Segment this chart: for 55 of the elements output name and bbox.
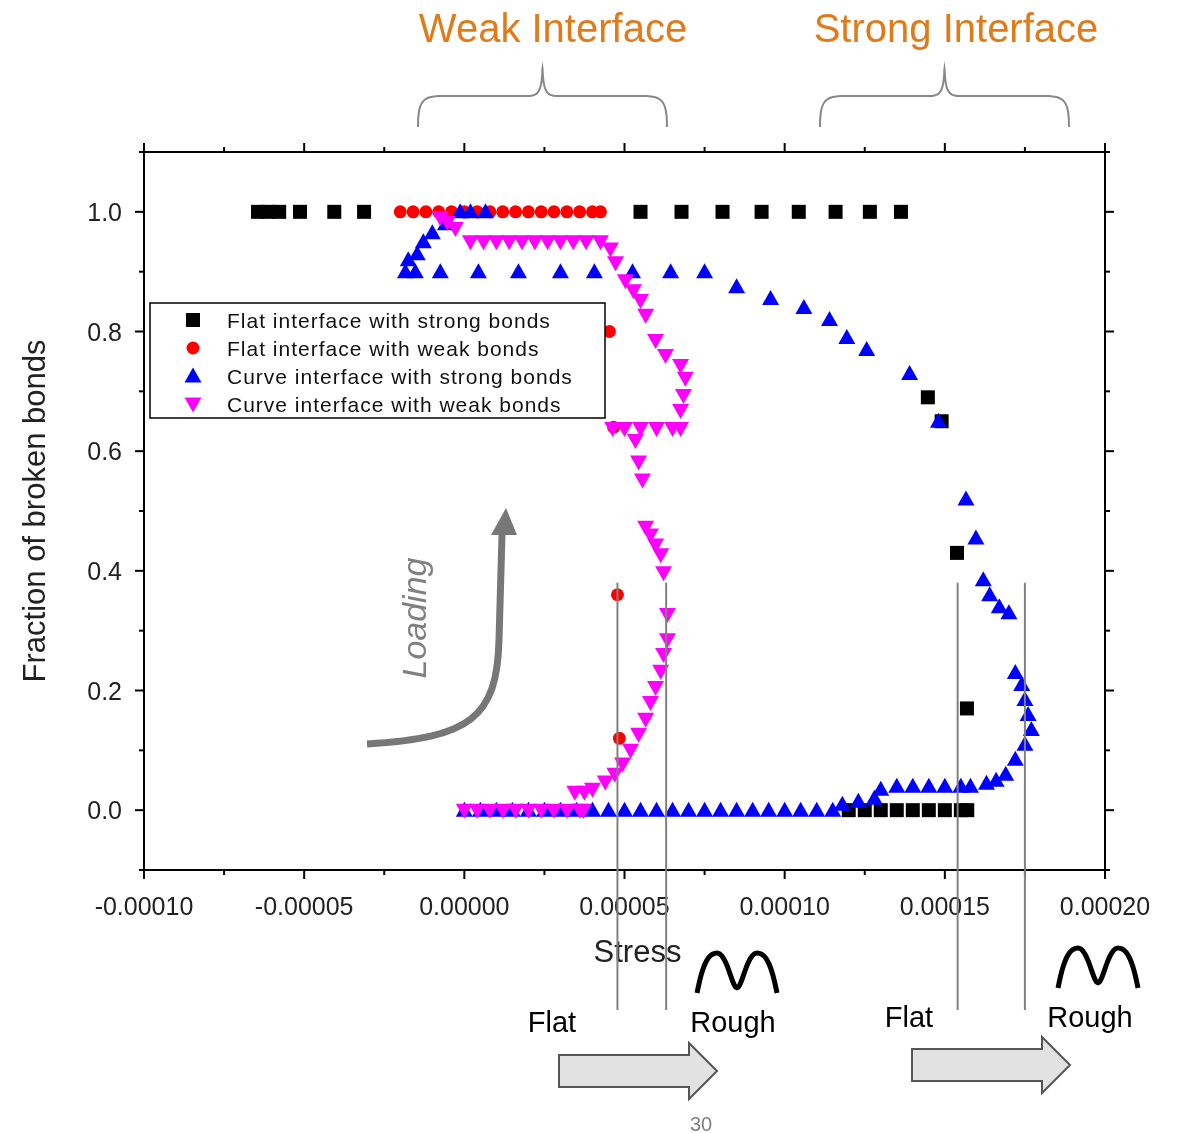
point	[921, 803, 936, 818]
text: Flat	[884, 1001, 934, 1033]
point	[937, 803, 952, 818]
point	[674, 204, 689, 219]
point	[754, 204, 769, 219]
text: 30	[689, 1113, 713, 1133]
text: Flat	[527, 1006, 577, 1038]
point	[327, 204, 342, 219]
point	[357, 204, 372, 219]
point	[862, 204, 877, 219]
legend-label: Curve interface with weak bonds	[227, 393, 562, 416]
point	[893, 204, 908, 219]
y-tick-label: 0.8	[87, 317, 122, 346]
point	[889, 803, 904, 818]
y-tick-label: 1.0	[87, 197, 122, 226]
point	[920, 390, 935, 405]
x-tick-label: -0.00005	[254, 892, 354, 920]
point	[272, 204, 287, 219]
x-tick-label: -0.00010	[94, 892, 194, 920]
point	[496, 205, 510, 219]
point	[873, 803, 888, 818]
text: Strong Interface	[813, 6, 1099, 50]
point	[573, 205, 587, 219]
point	[828, 204, 843, 219]
x-tick-label: 0.00000	[419, 892, 510, 920]
legend-label: Flat interface with weak bonds	[227, 337, 540, 360]
point	[547, 205, 561, 219]
y-tick-label: 0.2	[87, 676, 122, 705]
text: Rough	[1047, 1001, 1133, 1033]
text: Rough	[690, 1006, 776, 1038]
point	[633, 204, 648, 219]
point	[950, 545, 965, 560]
text: Weak Interface	[418, 6, 688, 50]
y-tick-label: 0.4	[87, 556, 123, 585]
point	[509, 205, 523, 219]
point	[406, 205, 420, 219]
point	[293, 204, 307, 219]
y-axis-title: Fraction of broken bonds	[17, 339, 52, 683]
point	[715, 204, 730, 219]
y-tick-label: 0.6	[87, 437, 122, 466]
point	[419, 205, 433, 219]
point	[560, 205, 574, 219]
point	[534, 205, 548, 219]
point	[960, 803, 975, 818]
point	[393, 205, 407, 219]
y-tick-label: 0.0	[87, 796, 122, 825]
point	[791, 204, 806, 219]
x-tick-label: 0.00010	[739, 892, 830, 920]
annotation: Loading	[395, 557, 433, 679]
point	[959, 701, 974, 716]
legend-label: Flat interface with strong bonds	[227, 309, 551, 332]
point	[521, 205, 535, 219]
point	[905, 803, 920, 818]
legend-label: Curve interface with strong bonds	[227, 365, 573, 388]
x-tick-label: 0.00020	[1059, 892, 1151, 920]
